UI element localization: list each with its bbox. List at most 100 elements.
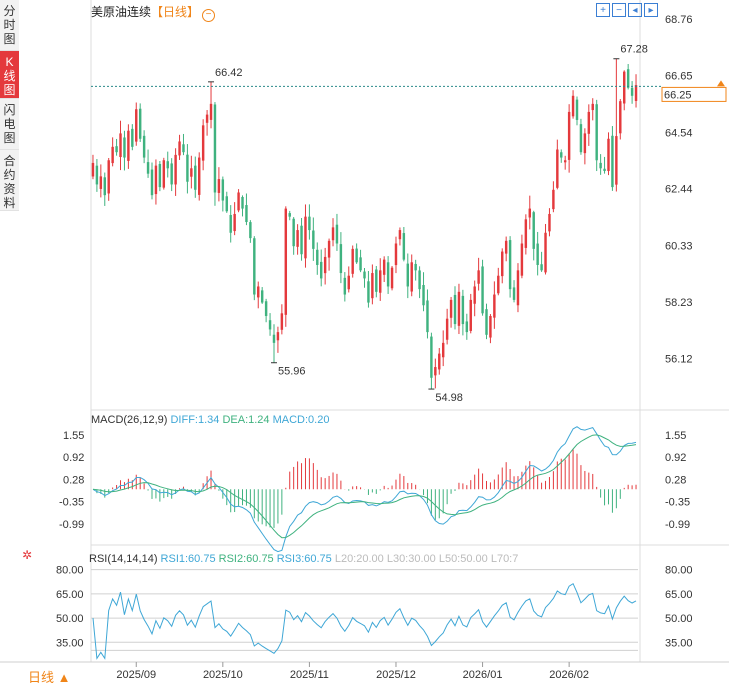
rsi-legend: RSI(14,14,14) RSI1:60.75 RSI2:60.75 RSI3… (89, 553, 518, 565)
candle (194, 156, 197, 198)
candle (528, 195, 532, 230)
candle (615, 58, 618, 192)
candle-body (379, 270, 382, 293)
zoom-in-icon[interactable]: + (596, 3, 610, 17)
candle (197, 152, 201, 201)
candle (138, 103, 142, 142)
candle-body (146, 162, 150, 174)
tab-time-sharing[interactable]: 分时图 (0, 0, 19, 51)
candle-body (170, 163, 173, 185)
price-tick-label: 68.76 (665, 14, 693, 26)
candle (477, 257, 480, 291)
price-tick-label: 56.12 (665, 353, 693, 365)
candle-body (312, 230, 315, 249)
candle (386, 256, 390, 294)
period-tag: 【日线】 (151, 5, 200, 19)
candle (567, 104, 571, 173)
candle-body (567, 111, 571, 160)
tab-contract-info[interactable]: 合约资料 (0, 150, 19, 211)
candle-body (422, 284, 425, 306)
candle (587, 104, 591, 146)
candle (524, 214, 528, 255)
candle (229, 205, 232, 243)
candle (422, 272, 425, 312)
time-tick-label: 2025/11 (290, 669, 329, 681)
candle-body (453, 294, 457, 325)
rsi-settings-icon[interactable]: ✲ (21, 548, 33, 562)
candle-body (186, 154, 189, 182)
candle-body (560, 152, 563, 158)
chevron-up-icon: ▲ (57, 670, 71, 685)
candle-body (131, 128, 134, 147)
candle-body (528, 208, 532, 218)
candle (316, 242, 319, 275)
candle (209, 81, 213, 129)
candle-body (430, 336, 433, 378)
candle (504, 236, 508, 262)
move-left-icon[interactable]: ◂ (628, 3, 642, 17)
candle (158, 160, 162, 192)
candle (571, 90, 575, 119)
candle-body (241, 196, 244, 209)
low-right-label: 54.98 (435, 392, 463, 404)
candle-body (245, 205, 248, 223)
candle (347, 266, 350, 293)
move-right-icon[interactable]: ▸ (644, 3, 658, 17)
candle-body (441, 342, 445, 358)
candle (355, 243, 358, 264)
candle (268, 313, 272, 336)
candle-body (316, 249, 319, 265)
candle (264, 298, 268, 323)
candle-body (544, 232, 547, 273)
candle-body (119, 133, 122, 158)
candle-body (438, 353, 441, 370)
macd-tick-label: 0.28 (665, 474, 686, 486)
candle-body (229, 214, 232, 233)
tab-flash[interactable]: 闪电图 (0, 99, 19, 150)
candle (300, 217, 303, 261)
candle (626, 64, 630, 90)
candle-body (331, 227, 335, 241)
candle-body (174, 154, 177, 185)
candle-body (280, 313, 284, 330)
candle-body (288, 213, 291, 217)
rsi-tick-label: 65.00 (665, 589, 693, 601)
candle (312, 217, 315, 261)
candle (99, 164, 103, 198)
contract-name: 美原油连续 (91, 5, 152, 19)
candle (410, 254, 413, 297)
candle-body (95, 165, 99, 185)
candle (371, 264, 374, 305)
candle-body (481, 266, 484, 314)
candle-body (111, 146, 114, 164)
candle-body (319, 261, 323, 279)
candle (233, 202, 236, 236)
collapse-circle-icon[interactable]: − (202, 9, 216, 22)
toolbar: + − ◂ ▸ (596, 0, 660, 17)
candle (438, 348, 441, 375)
candle-body (583, 133, 587, 154)
candle-body (221, 179, 225, 201)
rsi-tick-label: 80.00 (665, 565, 693, 577)
candle (351, 245, 354, 278)
macd-tick-label: 0.92 (665, 452, 686, 464)
candle-body (367, 281, 370, 303)
candle (182, 133, 185, 156)
candle (426, 289, 429, 339)
candle-body (382, 259, 386, 275)
last-price-box (661, 86, 727, 102)
macd-left-tick-label: -0.99 (59, 519, 84, 531)
candle-body (418, 270, 421, 290)
candle-body (410, 262, 413, 292)
macd-tick-label: -0.99 (665, 519, 690, 531)
period-label: 日线 (28, 670, 55, 685)
zoom-out-icon[interactable]: − (612, 3, 626, 17)
period-selector[interactable]: 日线 ▲ (28, 667, 71, 686)
candle-body (323, 256, 327, 274)
candle-body (182, 144, 185, 153)
candle (284, 206, 288, 327)
candle-body (497, 275, 500, 294)
candle-body (150, 169, 154, 196)
